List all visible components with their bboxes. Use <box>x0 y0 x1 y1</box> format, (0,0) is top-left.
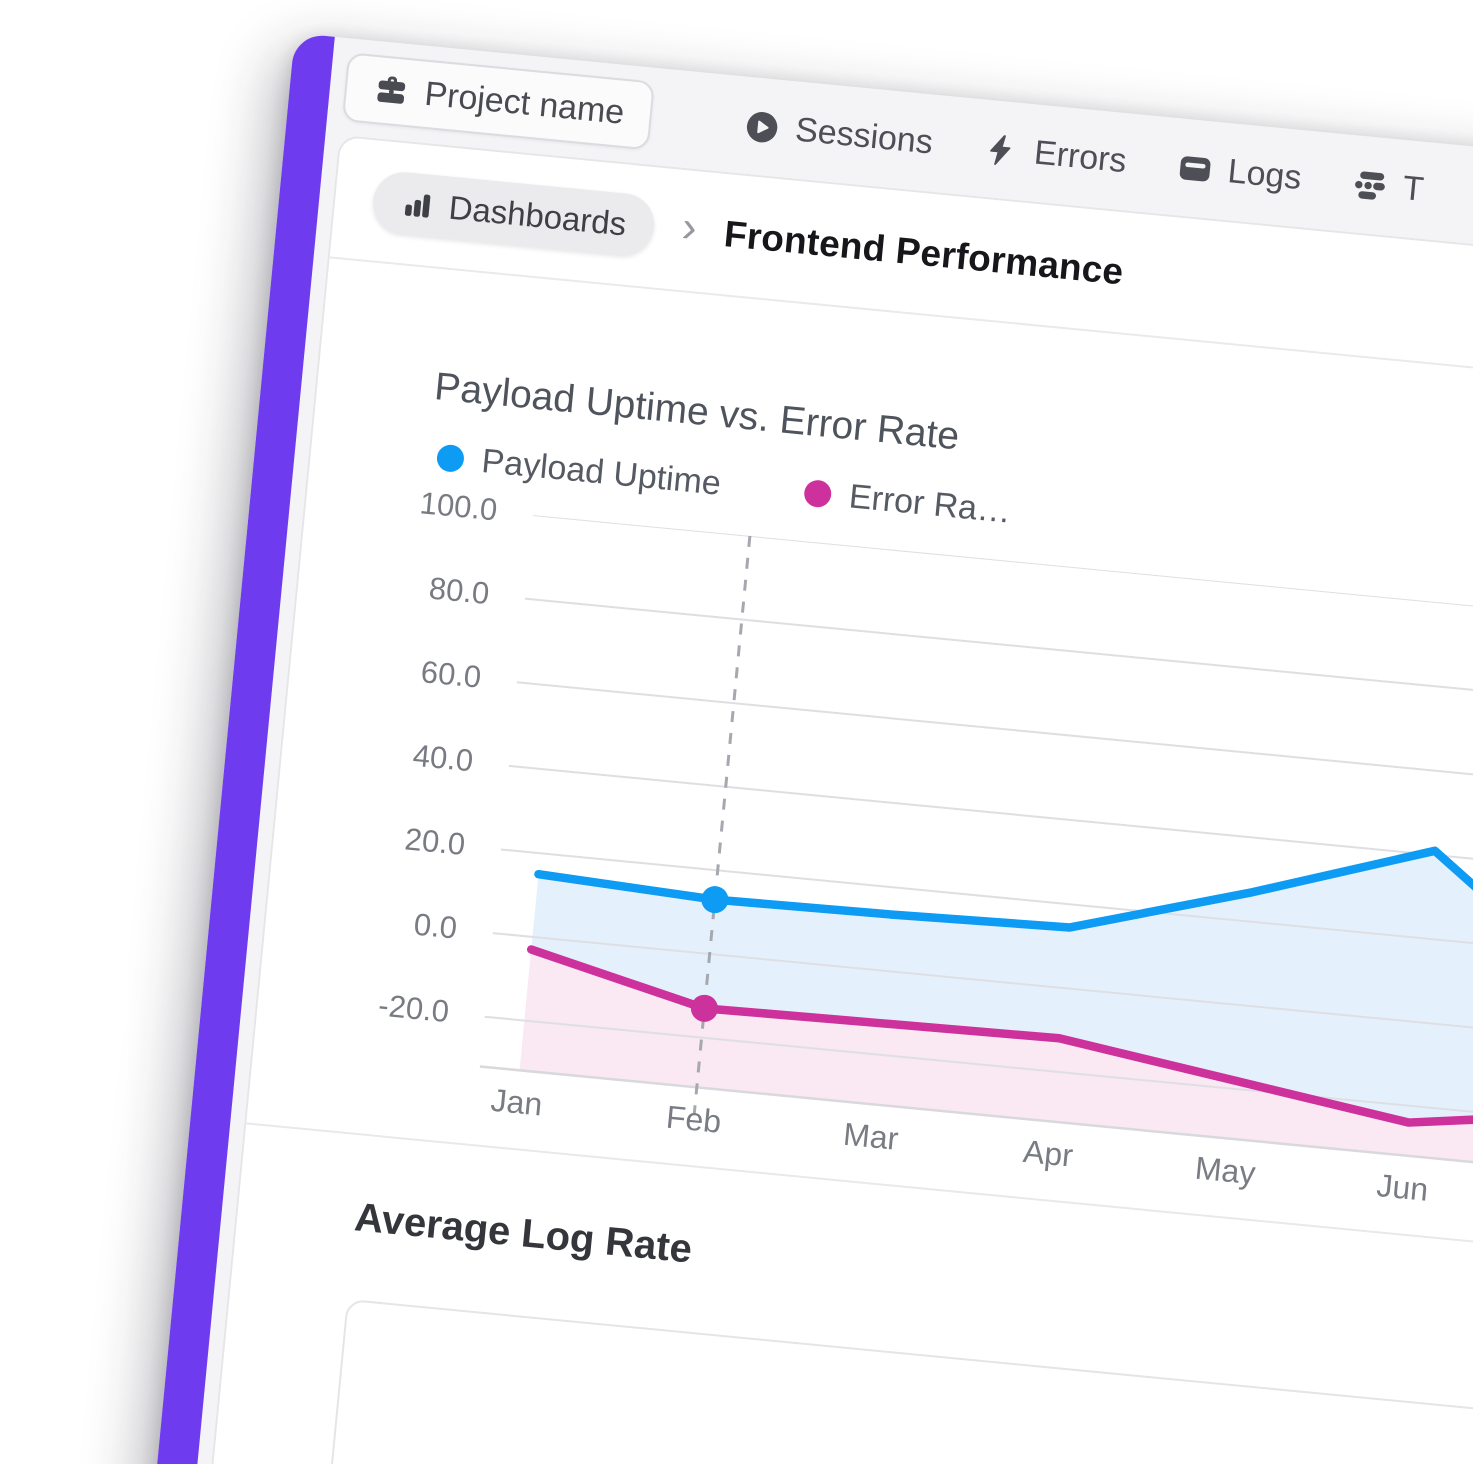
error-rate-point-marker <box>690 994 718 1022</box>
y-axis-tick-label: 80.0 <box>427 570 491 612</box>
bar-chart-icon <box>400 187 436 223</box>
error-rate-area-fill <box>519 949 1473 1173</box>
y-axis-tick-label: 60.0 <box>419 654 483 695</box>
legend-item-error-rate[interactable]: Error Ra… <box>802 473 1013 532</box>
gridline <box>516 681 1473 791</box>
y-axis-tick-label: 20.0 <box>403 821 467 862</box>
project-name-button[interactable]: Project name <box>341 52 656 151</box>
section-title-average-log-rate: Average Log Rate <box>352 1195 694 1272</box>
y-axis-tick-label: -20.0 <box>376 987 451 1030</box>
legend-dot-icon <box>803 478 833 509</box>
nav-item-errors[interactable]: Errors <box>981 129 1129 182</box>
x-axis-line <box>479 1065 1473 1176</box>
gridline <box>500 848 1473 958</box>
top-navigation: Project name Sessions Errors Logs T <box>326 37 1473 264</box>
average-log-rate-card <box>274 1298 1473 1464</box>
gridline <box>532 515 1473 624</box>
project-name-label: Project name <box>422 74 627 132</box>
nav-item-sessions[interactable]: Sessions <box>742 106 935 163</box>
bolt-icon <box>981 129 1022 170</box>
breadcrumb-dashboards-pill[interactable]: Dashboards <box>370 169 657 259</box>
nav-item-sessions-label: Sessions <box>793 110 935 162</box>
gridline <box>484 1015 1473 1126</box>
page-title: Frontend Performance <box>722 213 1126 293</box>
nav-item-errors-label: Errors <box>1032 133 1129 181</box>
dashboard-content: Payload Uptime vs. Error Rate Payload Up… <box>183 258 1473 1464</box>
legend-label: Error Ra… <box>847 477 1013 531</box>
nav-item-traces[interactable]: T <box>1349 164 1425 210</box>
chevron-right-icon: › <box>679 202 700 253</box>
gridline <box>508 764 1473 875</box>
legend-label: Payload Uptime <box>480 441 723 503</box>
y-axis-tick-label: 0.0 <box>412 906 459 946</box>
y-axis-tick-label: 40.0 <box>411 737 475 779</box>
content-panel: Dashboards › Frontend Performance Payloa… <box>181 134 1473 1464</box>
breadcrumb-dashboards-label: Dashboards <box>447 188 628 243</box>
briefcase-icon <box>371 71 411 111</box>
gridline <box>492 932 1473 1042</box>
uptime-error-chart <box>479 515 1473 1176</box>
app-window: Project name Sessions Errors Logs T Dashboa… <box>127 33 1473 1464</box>
legend-dot-icon <box>435 443 466 474</box>
gridline <box>524 597 1473 707</box>
y-axis-tick-label: 100.0 <box>418 485 499 528</box>
nav-item-logs-label: Logs <box>1226 152 1304 198</box>
uptime-point-marker <box>701 886 729 914</box>
nav-item-traces-label: T <box>1401 168 1426 209</box>
breadcrumb: Dashboards › Frontend Performance <box>329 136 1473 388</box>
play-circle-icon <box>742 106 783 147</box>
nav-item-logs[interactable]: Logs <box>1174 147 1303 198</box>
logs-icon <box>1174 148 1215 189</box>
traces-icon <box>1349 164 1390 205</box>
